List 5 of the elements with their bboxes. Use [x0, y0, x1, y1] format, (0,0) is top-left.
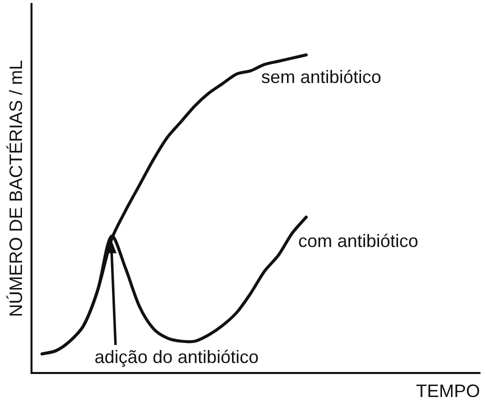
text: TEMPO	[416, 381, 480, 401]
series-label: com antibiótico	[298, 231, 418, 252]
annotation: adição do antibiótico	[94, 347, 259, 367]
y-axis-title: NÚMERO DE BACTÉRIAS / mL	[6, 60, 26, 318]
series-label: sem antibiótico	[261, 66, 382, 87]
